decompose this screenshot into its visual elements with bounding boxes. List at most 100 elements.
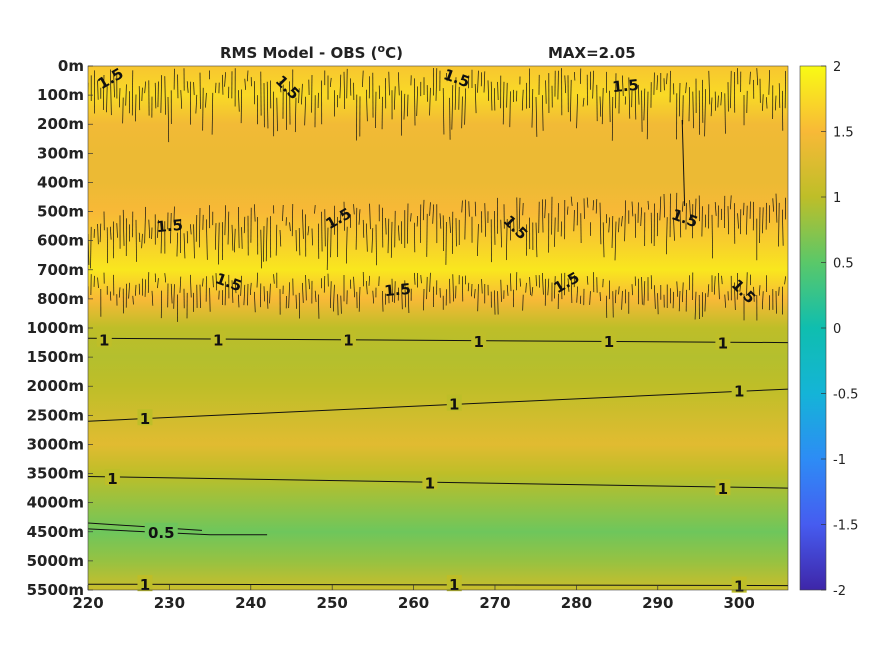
noise-stroke (576, 286, 578, 303)
contour-label-bg (731, 381, 747, 398)
noise-stroke (227, 211, 230, 245)
noise-stroke (564, 75, 567, 94)
noise-stroke (420, 275, 422, 284)
noise-stroke (288, 282, 290, 309)
noise-stroke (170, 283, 173, 304)
noise-stroke (622, 75, 624, 96)
noise-stroke (298, 88, 300, 104)
noise-stroke (483, 71, 486, 93)
noise-stroke (390, 221, 393, 258)
y-tick-label: 700m (37, 261, 84, 279)
x-tick-label: 230 (154, 594, 185, 612)
noise-stroke (704, 293, 706, 312)
noise-stroke (147, 272, 150, 293)
noise-stroke (542, 199, 544, 233)
noise-stroke (254, 204, 256, 222)
noise-stroke (195, 94, 198, 114)
noise-stroke (209, 287, 211, 312)
noise-stroke (276, 97, 278, 132)
colorbar: 2 1.5 1 0.5 0 -0.5 -1 -1.5 -2 (799, 60, 858, 599)
noise-stroke (484, 203, 487, 237)
noise-stroke (775, 193, 778, 223)
noise-stroke (542, 95, 544, 131)
noise-stroke (464, 88, 466, 125)
noise-stroke (502, 81, 505, 125)
y-tick-label: 1000m (27, 319, 84, 337)
y-tick-label: 1500m (27, 348, 84, 366)
contour-label-bg (471, 332, 487, 349)
noise-stroke (734, 282, 736, 311)
noise-stroke (343, 201, 345, 231)
noise-stroke (721, 275, 723, 285)
noise-stroke (202, 278, 204, 287)
noise-stroke (657, 293, 659, 315)
noise-stroke (371, 228, 374, 253)
y-tick-label: 300m (37, 144, 84, 162)
x-tick-label: 240 (235, 594, 266, 612)
noise-stroke (621, 290, 623, 310)
noise-stroke (554, 217, 556, 247)
noise-stroke (340, 295, 342, 314)
noise-stroke (183, 233, 186, 259)
noise-stroke (102, 75, 105, 110)
noise-stroke (449, 97, 451, 140)
noise-stroke (666, 217, 668, 255)
noise-stroke (601, 87, 604, 125)
noise-stroke (222, 74, 224, 95)
noisy-contour-label: 1.5 (156, 216, 184, 236)
noise-stroke (704, 89, 706, 137)
noise-stroke (592, 70, 594, 99)
noise-stroke (609, 90, 611, 123)
noise-stroke (141, 233, 143, 249)
noise-stroke (477, 70, 479, 93)
noise-stroke (305, 274, 307, 301)
noise-stroke (439, 213, 442, 229)
noise-stroke (345, 226, 348, 264)
contour-label: 1 (99, 332, 109, 350)
noise-stroke (422, 199, 425, 221)
noise-stroke (614, 221, 617, 261)
noise-stroke (256, 272, 258, 288)
noise-stroke (718, 272, 720, 300)
chart-title-unit: C) (385, 44, 403, 62)
noise-stroke (695, 198, 697, 219)
noise-stroke (151, 290, 154, 306)
noise-stroke (611, 216, 614, 248)
noise-stroke (659, 196, 662, 221)
noise-stroke (314, 205, 316, 214)
noise-stroke (90, 226, 92, 269)
noise-stroke (311, 228, 313, 246)
noise-stroke (557, 70, 559, 100)
noise-stroke (179, 276, 182, 293)
noise-stroke (170, 213, 172, 244)
noise-stroke (407, 94, 409, 117)
noise-stroke (135, 284, 137, 296)
noise-stroke (454, 77, 457, 110)
noise-stroke (761, 291, 764, 310)
contour-label: 1 (718, 335, 728, 353)
contour-label: 0.5 (148, 524, 175, 542)
noise-stroke (708, 70, 711, 105)
noise-stroke (586, 197, 589, 208)
noise-stroke (144, 279, 146, 297)
contour-label: 1 (140, 410, 150, 428)
y-tick-label: 2000m (27, 377, 84, 395)
noise-stroke (464, 199, 466, 240)
noise-stroke (416, 86, 418, 117)
chart-max-label: MAX=2.05 (548, 44, 636, 62)
noise-stroke (333, 284, 335, 312)
noise-stroke (298, 227, 301, 256)
noise-stroke (289, 222, 291, 232)
noise-stroke (326, 227, 329, 271)
noise-stroke (190, 224, 192, 235)
noise-stroke (353, 204, 355, 215)
noise-stroke (160, 75, 162, 113)
contour-label-bg (137, 575, 153, 592)
noise-stroke (263, 226, 265, 262)
noise-stroke (138, 86, 141, 111)
noise-stroke (673, 218, 675, 241)
noise-stroke (113, 71, 115, 98)
noise-stroke (730, 70, 732, 109)
noise-stroke (154, 82, 157, 109)
noise-stroke (385, 217, 387, 235)
